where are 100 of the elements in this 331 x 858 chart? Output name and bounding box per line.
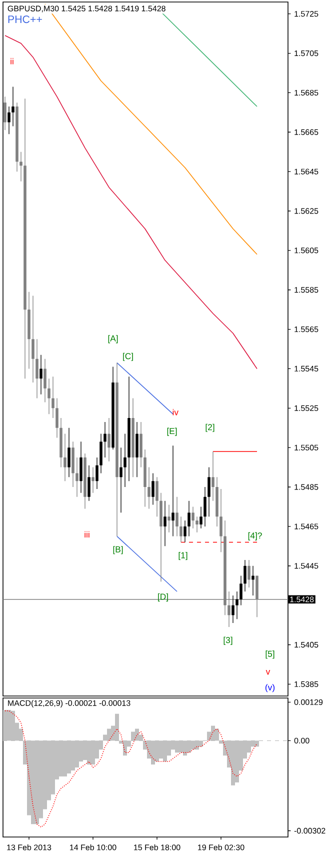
candlestick xyxy=(184,520,186,543)
candlestick xyxy=(12,86,14,127)
annotation: [B] xyxy=(113,546,123,554)
candlestick xyxy=(192,506,194,529)
candlestick xyxy=(252,566,254,596)
candlestick xyxy=(4,96,6,130)
annotation: iv xyxy=(172,408,178,416)
y-tick-label: 1.5445 xyxy=(294,563,318,569)
x-tick-label: 19 Feb 02:30 xyxy=(198,844,244,850)
text: (v) xyxy=(265,684,275,692)
chart-title: MACD(12,26,9) -0.00021 -0.00013 xyxy=(8,700,130,708)
y-tick-label: 1.5585 xyxy=(294,287,318,293)
y-tick-label: 1.5705 xyxy=(294,50,318,56)
line-series xyxy=(4,35,258,370)
candlestick xyxy=(52,376,54,418)
candlestick xyxy=(200,506,202,529)
y-tick-label: 1.5565 xyxy=(294,326,318,332)
text: [5] xyxy=(266,650,274,659)
candlestick xyxy=(136,422,138,478)
candlestick xyxy=(164,500,166,546)
candlestick xyxy=(76,457,78,498)
bar xyxy=(135,728,139,741)
annotation: [4]? xyxy=(248,532,262,540)
candlestick xyxy=(40,354,42,395)
y-tick-label: 1.5625 xyxy=(294,208,318,214)
bar xyxy=(122,740,127,756)
annotation: iii xyxy=(84,531,90,538)
y-tick-label: 1.5665 xyxy=(294,129,318,135)
y-tick-label: 1.5605 xyxy=(294,248,318,254)
bar xyxy=(230,740,235,786)
y-tick-label: 1.5505 xyxy=(294,444,318,450)
text: PHC++ xyxy=(8,16,42,24)
candlestick xyxy=(20,152,22,182)
candlestick xyxy=(96,457,98,490)
annotation: [3] xyxy=(224,636,232,645)
candlestick xyxy=(104,422,106,458)
bar xyxy=(187,740,191,753)
candlestick xyxy=(32,295,34,383)
candlestick xyxy=(212,451,214,502)
annotation: [C] xyxy=(123,352,133,361)
bar xyxy=(31,740,35,824)
bar xyxy=(150,740,155,765)
bar xyxy=(154,740,159,762)
candlestick xyxy=(124,433,126,488)
annotation: [2] xyxy=(206,424,214,432)
candlestick xyxy=(176,496,178,537)
bar xyxy=(178,740,183,753)
text: v xyxy=(266,670,270,675)
x-tick-label: 14 Feb 10:00 xyxy=(70,844,116,850)
candlestick xyxy=(208,466,210,517)
y-tick-label: 1.5485 xyxy=(294,484,318,490)
annotation: [E] xyxy=(167,428,177,436)
bar xyxy=(158,740,163,759)
candlestick xyxy=(48,378,50,414)
y-tick-label: 1.5405 xyxy=(294,642,318,648)
y-tick-label: 1.5545 xyxy=(294,366,318,372)
bar xyxy=(163,740,167,762)
bar xyxy=(182,740,187,756)
candlestick xyxy=(168,504,170,533)
candlestick xyxy=(36,338,38,399)
y-tick-label: 1.5385 xyxy=(294,681,318,688)
candlestick xyxy=(156,476,158,517)
bar xyxy=(74,740,79,768)
y-tick-label: 0.00129 xyxy=(294,699,323,706)
annotation: [1] xyxy=(178,552,188,560)
x-tick-label: 15 Feb 18:00 xyxy=(134,844,180,850)
y-tick-label: 1.5645 xyxy=(294,168,318,174)
ref-line-label: 1.5428 xyxy=(290,596,314,602)
candlestick xyxy=(148,466,150,510)
candlestick xyxy=(152,472,154,506)
candlestick xyxy=(8,106,10,134)
x-tick-label: 13 Feb 2013 xyxy=(7,844,52,850)
annotation: [A] xyxy=(108,335,118,344)
candlestick xyxy=(100,433,102,474)
candlestick xyxy=(88,464,90,502)
candlestick xyxy=(56,398,58,438)
candlestick xyxy=(220,488,222,552)
annotation: [D] xyxy=(158,593,168,602)
candlestick xyxy=(188,500,190,537)
candlestick xyxy=(44,358,46,403)
bar xyxy=(70,740,75,770)
y-tick-label: 1.5465 xyxy=(294,524,318,530)
candlestick xyxy=(140,422,142,468)
bar xyxy=(191,740,195,750)
bar xyxy=(174,740,179,753)
candlestick xyxy=(232,595,234,624)
candlestick xyxy=(236,591,238,620)
y-tick-label: 1.5685 xyxy=(294,90,318,96)
y-tick-label: 1.5725 xyxy=(294,11,318,17)
candlestick xyxy=(180,516,182,543)
candlestick xyxy=(120,447,122,513)
bar xyxy=(194,740,199,750)
candlestick xyxy=(240,575,242,606)
candlestick xyxy=(80,441,82,494)
candlestick xyxy=(172,445,174,537)
bar xyxy=(91,740,95,765)
y-tick-label: 0.00 xyxy=(294,738,310,744)
candlestick xyxy=(204,486,206,527)
bar xyxy=(215,728,219,741)
y-tick-label: -0.00302 xyxy=(294,828,326,834)
